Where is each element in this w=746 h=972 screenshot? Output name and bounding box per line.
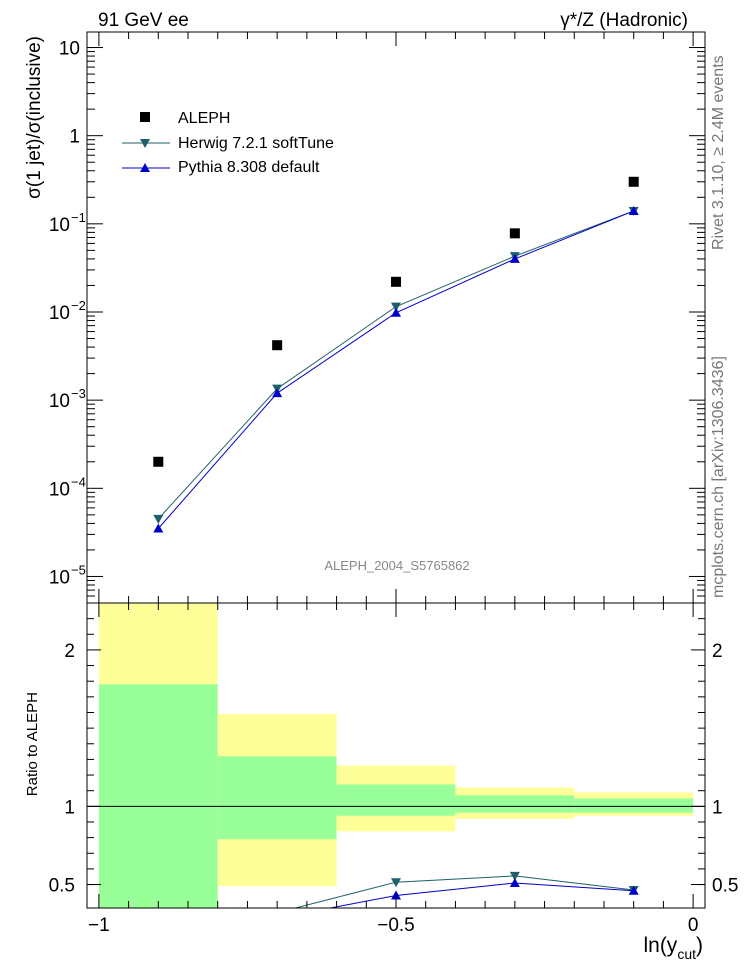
main-y-tick-exponent: −5 (71, 562, 86, 577)
main-y-tick-exponent: −2 (71, 298, 86, 313)
header-left: 91 GeV ee (98, 10, 189, 31)
x-tick-label: −1 (88, 915, 110, 936)
main-y-tick-label: 10 (49, 479, 70, 500)
data-point-aleph (509, 228, 520, 239)
legend-aleph-label: ALEPH (178, 110, 230, 127)
main-y-tick-label: 10 (49, 567, 70, 588)
rivet-label: Rivet 3.1.10, ≥ 2.4M events (710, 55, 727, 250)
ratio-point-herwig (153, 924, 163, 933)
ratio-point-pythia (509, 877, 520, 887)
main-ylabel: σ(1 jet)/σ(inclusive) (24, 36, 45, 199)
uncertainty-band-green (455, 795, 575, 813)
main-series-line-1 (157, 210, 634, 520)
ratio-y-tick-label: 2 (64, 641, 75, 662)
uncertainty-band-green (574, 798, 694, 813)
data-point-aleph (391, 276, 401, 287)
legend-pythia-marker (140, 163, 150, 172)
main-y-tick-label: 10 (49, 391, 70, 412)
legend: ALEPH Herwig 7.2.1 softTune Pythia 8.308… (122, 110, 334, 176)
ratio-y-tick-label-right: 1 (712, 797, 723, 818)
ratio-y-tick-label: 0.5 (49, 876, 75, 897)
data-point-pythia (509, 253, 520, 263)
data-point-aleph (153, 456, 164, 467)
ratio-point-herwig (272, 909, 282, 918)
header-right: γ*/Z (Hadronic) (560, 10, 688, 31)
legend-herwig-marker (140, 139, 150, 148)
x-axis-label-sub: cut (677, 946, 696, 962)
legend-pythia-label: Pythia 8.308 default (178, 159, 320, 176)
ratio-panel: 2 2 1 1 0.5 0.5 −1 −0.5 0 (49, 602, 738, 939)
ratio-point-herwig (391, 878, 401, 888)
x-tick-label: 0 (688, 915, 699, 936)
main-y-tick-label: 10 (49, 215, 70, 236)
x-axis-label-main: ln(y (643, 934, 677, 957)
x-tick-label: −0.5 (377, 915, 415, 936)
main-y-tick-label: 10 (59, 39, 80, 60)
mcplots-label: mcplots.cern.ch [arXiv:1306.3436] (710, 356, 727, 598)
ratio-point-pythia (272, 913, 282, 922)
data-point-pythia (628, 205, 639, 215)
x-axis-label: ln(ycut) (643, 934, 703, 962)
main-y-tick-exponent: −4 (71, 474, 86, 489)
ratio-ylabel: Ratio to ALEPH (24, 692, 41, 796)
legend-herwig-label: Herwig 7.2.1 softTune (178, 135, 334, 152)
main-y-tick-exponent: −3 (71, 386, 86, 401)
uncertainty-band-green (217, 756, 337, 840)
ratio-point-pythia (153, 930, 163, 939)
data-point-aleph (628, 176, 639, 187)
main-y-tick-label: 10 (49, 303, 70, 324)
watermark: ALEPH_2004_S5765862 (324, 558, 469, 573)
main-y-tick-exponent: −1 (71, 210, 86, 225)
main-series-line-2 (157, 210, 634, 529)
ratio-y-tick-label-right: 2 (712, 641, 723, 662)
uncertainty-band-green (98, 684, 218, 908)
data-point-herwig (391, 302, 401, 312)
ratio-point-herwig (509, 871, 520, 881)
data-point-pythia (153, 523, 164, 533)
ratio-y-tick-label-right: 0.5 (712, 876, 738, 897)
main-y-tick-label: 1 (69, 127, 80, 148)
ratio-y-tick-label: 1 (64, 797, 75, 818)
data-point-pythia (272, 388, 283, 398)
x-axis-label-close: ) (696, 934, 703, 957)
data-point-herwig (153, 514, 164, 524)
data-point-aleph (272, 340, 283, 351)
ratio-point-pythia (628, 885, 639, 895)
legend-aleph-marker (140, 112, 150, 122)
ratio-frame (86, 602, 706, 909)
uncertainty-band-green (336, 784, 456, 816)
data-point-pythia (391, 307, 401, 317)
